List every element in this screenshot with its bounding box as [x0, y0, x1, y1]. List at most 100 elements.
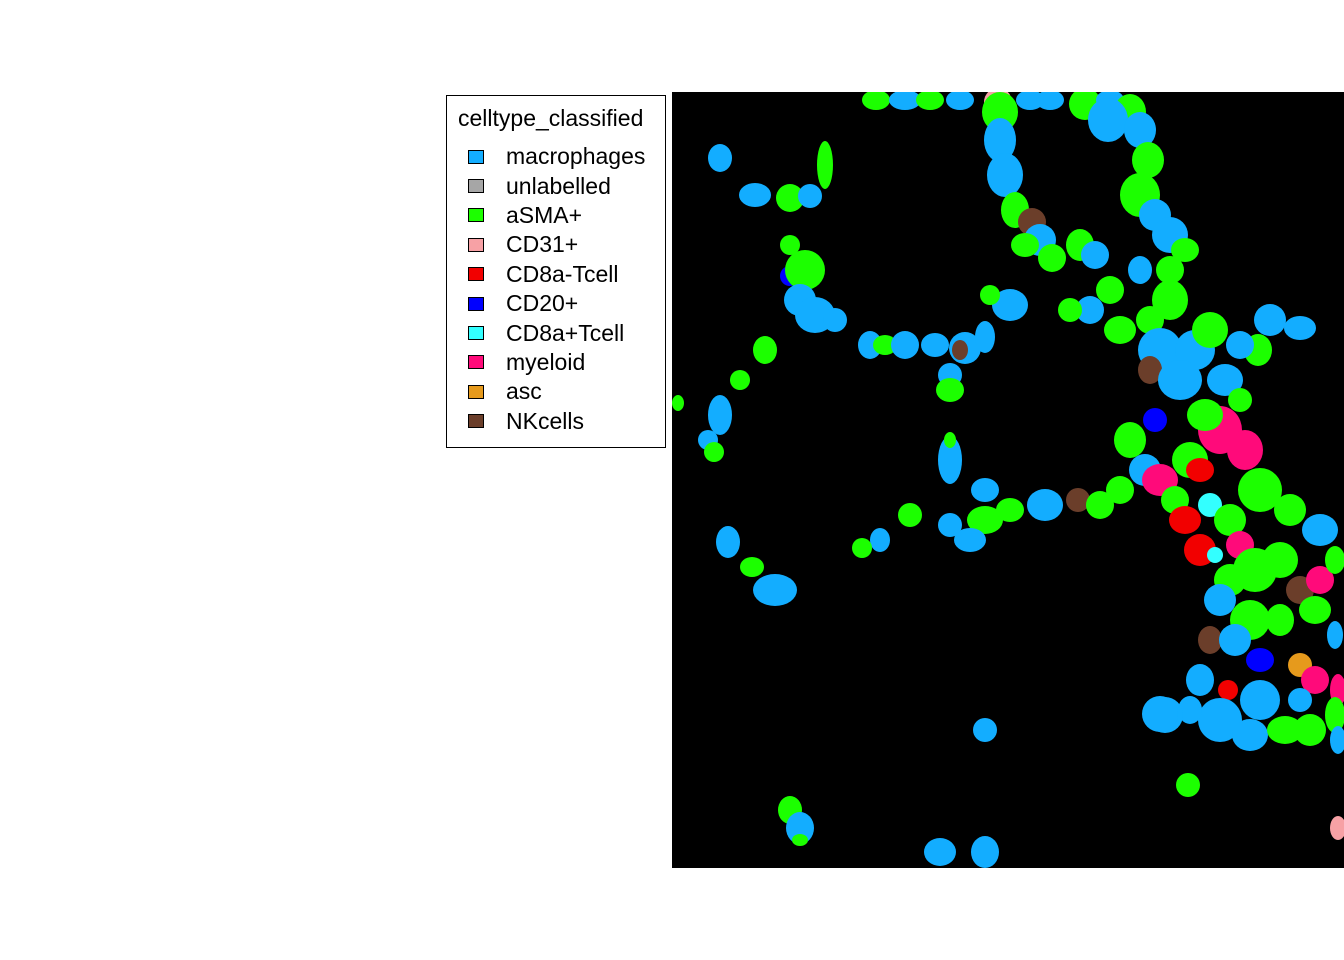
cell	[1132, 142, 1164, 178]
cell	[1114, 422, 1146, 458]
cell	[858, 331, 882, 359]
cell	[798, 184, 822, 208]
legend-item: asc	[468, 377, 645, 406]
legend-label: NKcells	[506, 407, 584, 434]
cell	[1169, 506, 1201, 534]
cell	[740, 557, 764, 577]
cell	[753, 336, 777, 364]
legend-item: CD8a-Tcell	[468, 260, 645, 289]
legend-label: asc	[506, 378, 542, 405]
cell	[1142, 696, 1178, 732]
cell	[1325, 546, 1344, 574]
cell	[708, 395, 732, 435]
cell	[1306, 566, 1334, 594]
cell	[1081, 241, 1109, 269]
cell	[1294, 714, 1326, 746]
cell	[1330, 816, 1344, 840]
cell	[1187, 399, 1223, 431]
cell	[1228, 388, 1252, 412]
cell	[996, 498, 1024, 522]
cell	[823, 308, 847, 332]
legend-label: myeloid	[506, 348, 586, 375]
cell	[1240, 680, 1280, 720]
cell	[954, 528, 986, 552]
cell	[1207, 547, 1223, 563]
cell	[952, 340, 968, 360]
cell	[672, 395, 684, 411]
legend-item: aSMA+	[468, 201, 645, 230]
cell	[889, 92, 921, 110]
cell	[1284, 316, 1316, 340]
cell	[1136, 306, 1164, 334]
legend-swatch	[468, 149, 484, 164]
legend-label: macrophages	[506, 143, 646, 170]
cell	[984, 118, 1016, 162]
cell	[708, 144, 732, 172]
cell	[1027, 489, 1063, 521]
cell	[1158, 360, 1202, 400]
cell	[1171, 238, 1199, 262]
cell	[785, 250, 825, 290]
cell	[1274, 494, 1306, 526]
legend-label: aSMA+	[506, 201, 583, 228]
cell	[938, 513, 962, 537]
legend-item: unlabelled	[468, 171, 645, 200]
cell-layer	[672, 92, 1344, 868]
cell	[1124, 112, 1156, 148]
cell	[1066, 488, 1090, 512]
cell	[1058, 298, 1082, 322]
cell	[944, 432, 956, 448]
legend-swatch	[468, 296, 484, 311]
cell	[1238, 468, 1282, 512]
cell	[1036, 92, 1064, 110]
cell	[1138, 356, 1162, 384]
legend-label: CD31+	[506, 231, 579, 258]
cell	[1186, 458, 1214, 482]
cell	[921, 333, 949, 357]
cell	[1325, 697, 1344, 733]
cell	[1096, 276, 1124, 304]
cell	[938, 436, 962, 484]
cell	[936, 378, 964, 402]
cell	[1226, 331, 1254, 359]
legend-item: NKcells	[468, 407, 645, 436]
cell	[852, 538, 872, 558]
cell	[1301, 666, 1329, 694]
cell	[1088, 98, 1128, 142]
cell	[1176, 773, 1200, 797]
cell	[1192, 312, 1228, 348]
cell	[1218, 680, 1238, 700]
cell	[971, 836, 999, 868]
cell	[753, 574, 797, 606]
legend-swatch	[468, 384, 484, 399]
legend-swatch	[468, 326, 484, 341]
cell	[971, 478, 999, 502]
cell	[1288, 688, 1312, 712]
cell	[792, 834, 808, 846]
cell	[916, 92, 944, 110]
cell	[1330, 726, 1344, 754]
cell	[739, 183, 771, 207]
cell	[975, 321, 995, 353]
cell	[1076, 296, 1104, 324]
cell	[967, 506, 1003, 534]
cell	[1143, 408, 1167, 432]
cell	[1302, 514, 1338, 546]
cell	[1262, 542, 1298, 578]
cell	[862, 92, 890, 110]
cell	[1266, 604, 1294, 636]
legend-title: celltype_classified	[458, 105, 644, 131]
cell	[776, 184, 804, 212]
cell	[1156, 256, 1184, 284]
cell	[1198, 698, 1242, 742]
legend-swatch	[468, 208, 484, 223]
legend-label: CD20+	[506, 290, 579, 317]
cell	[1038, 244, 1066, 272]
cell	[1198, 493, 1222, 517]
legend-swatch	[468, 179, 484, 194]
cell	[992, 289, 1028, 321]
legend-swatch	[468, 237, 484, 252]
cell	[891, 331, 919, 359]
legend-swatch	[468, 355, 484, 370]
